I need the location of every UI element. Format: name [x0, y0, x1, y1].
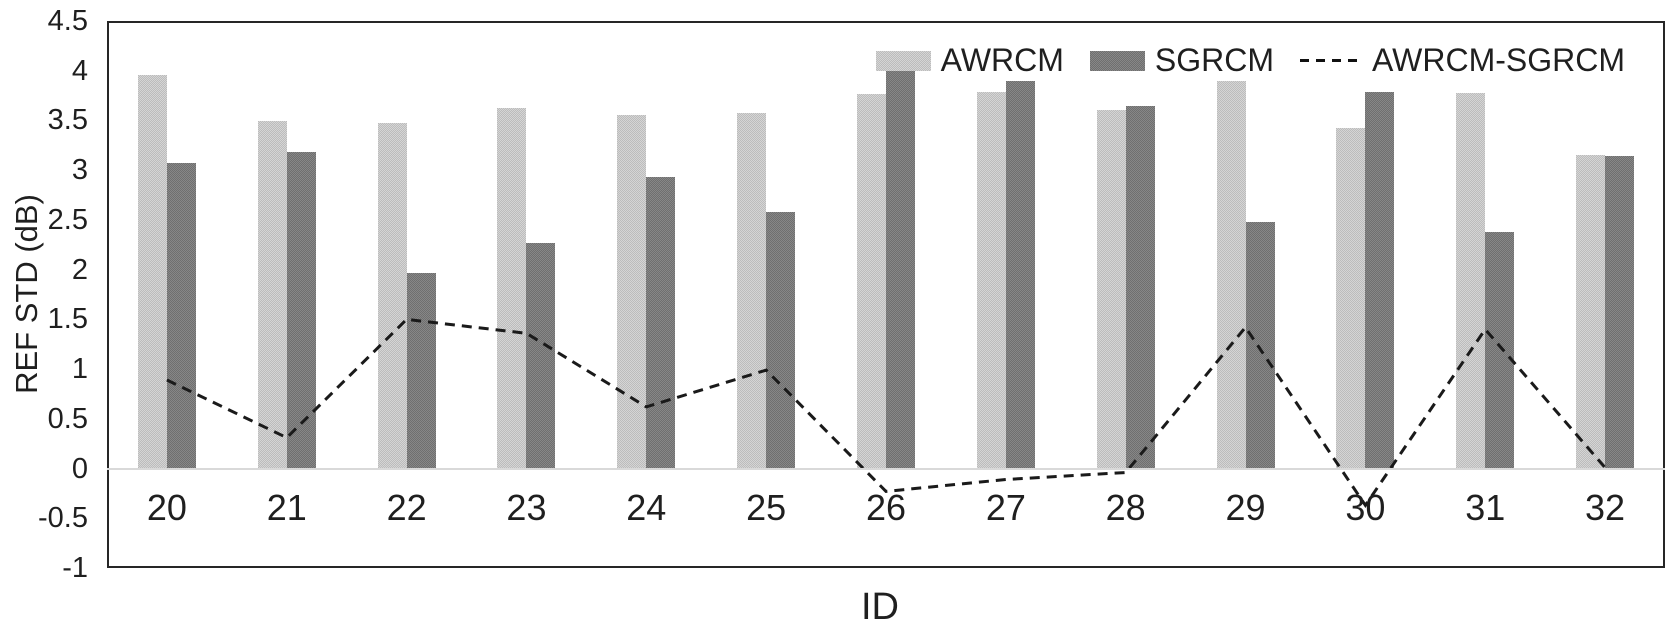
x-tick-label: 23 — [506, 486, 547, 528]
x-tick-label: 25 — [746, 486, 787, 528]
y-tick-label: -0.5 — [38, 502, 88, 535]
y-tick-label: 4.5 — [47, 5, 88, 37]
y-tick-label: 1 — [71, 353, 88, 386]
bar-awrcm-23 — [497, 107, 527, 469]
bar-sgrcm-31 — [1485, 231, 1515, 469]
y-axis-title: REF STD (dB) — [9, 194, 44, 394]
x-tick-label: 21 — [266, 486, 307, 528]
y-tick-label: 4 — [71, 54, 88, 87]
y-tick-label: 0 — [71, 452, 88, 485]
legend: AWRCM SGRCM AWRCM-SGRCM — [875, 42, 1625, 79]
legend-label-awrcm: AWRCM — [940, 42, 1064, 78]
bar-awrcm-25 — [737, 113, 767, 469]
x-tick-label: 22 — [386, 486, 427, 528]
bar-sgrcm-24 — [646, 177, 676, 469]
x-tick-label: 20 — [146, 486, 187, 528]
bar-awrcm-29 — [1216, 80, 1246, 469]
x-tick-label: 29 — [1225, 486, 1266, 528]
bar-awrcm-27 — [976, 91, 1006, 469]
y-tick-label: 0.5 — [47, 402, 88, 435]
bar-sgrcm-30 — [1365, 91, 1395, 469]
legend-label-sgrcm: SGRCM — [1154, 42, 1274, 78]
bar-sgrcm-29 — [1245, 221, 1275, 469]
bar-sgrcm-21 — [286, 152, 316, 469]
y-tick-label: 2 — [71, 253, 88, 286]
bar-awrcm-22 — [377, 123, 407, 469]
y-tick-label: -1 — [62, 552, 88, 584]
bar-awrcm-24 — [617, 115, 647, 469]
bar-sgrcm-23 — [526, 242, 556, 469]
y-tick-label: 1.5 — [47, 303, 88, 336]
x-tick-label: 32 — [1585, 486, 1626, 528]
bar-sgrcm-25 — [766, 211, 796, 469]
legend-label-awrcm-sgrcm: AWRCM-SGRCM — [1372, 42, 1625, 78]
bar-awrcm-30 — [1336, 128, 1366, 469]
legend-item-awrcm: AWRCM — [875, 42, 1064, 79]
x-tick-label: 28 — [1105, 486, 1146, 528]
bar-awrcm-21 — [257, 121, 287, 469]
bar-awrcm-20 — [137, 74, 167, 469]
x-tick-label: 27 — [985, 486, 1026, 528]
dashed-line-icon — [1300, 59, 1362, 62]
legend-item-sgrcm: SGRCM — [1089, 42, 1274, 79]
y-tick-label: 2.5 — [47, 203, 88, 236]
bar-sgrcm-22 — [406, 272, 436, 469]
bar-awrcm-32 — [1576, 155, 1606, 469]
y-tick-label: 3.5 — [47, 104, 88, 137]
sgrcm-swatch-icon — [1089, 50, 1145, 71]
awrcm-swatch-icon — [875, 50, 931, 71]
bar-awrcm-28 — [1096, 109, 1126, 469]
difference-line-layer — [166, 317, 1607, 508]
x-tick-label: 30 — [1345, 486, 1386, 528]
difference-line — [166, 317, 1607, 508]
bar-awrcm-26 — [857, 93, 886, 469]
legend-item-awrcm-sgrcm: AWRCM-SGRCM — [1300, 42, 1625, 79]
y-tick-label: 3 — [71, 154, 88, 187]
bar-sgrcm-27 — [1005, 80, 1035, 469]
x-tick-label: 26 — [865, 486, 907, 528]
x-tick-label: 31 — [1465, 486, 1506, 528]
bar-sgrcm-20 — [166, 163, 196, 469]
x-tick-label: 24 — [626, 486, 667, 528]
bar-sgrcm-32 — [1605, 156, 1635, 469]
bar-sgrcm-28 — [1125, 105, 1155, 469]
x-axis-title: ID — [861, 586, 899, 628]
zero-axis-line — [107, 467, 1665, 470]
bar-sgrcm-26 — [886, 70, 915, 469]
bar-awrcm-31 — [1456, 92, 1486, 469]
